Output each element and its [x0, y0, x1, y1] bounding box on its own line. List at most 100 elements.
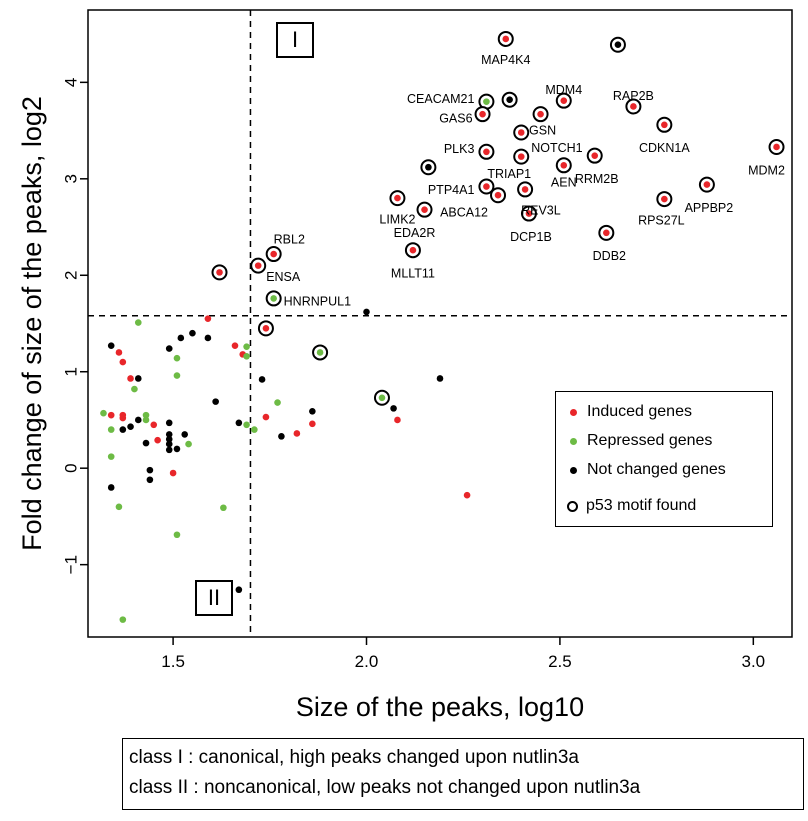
y-axis-title: Fold change of size of the peaks, log2 [17, 96, 47, 551]
legend-label-induced: Induced genes [587, 403, 692, 420]
legend-label-repressed: Repressed genes [587, 432, 713, 449]
data-point [560, 97, 568, 104]
data-point [262, 413, 270, 421]
y-tick-label: 2 [61, 271, 80, 280]
data-point [142, 411, 150, 419]
data-point [591, 152, 599, 159]
gene-label: RPS27L [638, 213, 685, 227]
legend: Induced genes Repressed genes Not change… [555, 391, 773, 527]
legend-label-notchanged: Not changed genes [587, 461, 726, 478]
data-point [270, 250, 277, 258]
legend-item-motif: p53 motif found [564, 494, 696, 518]
data-point [169, 469, 177, 477]
gene-label: ABCA12 [440, 206, 488, 220]
gene-label: PLK3 [444, 142, 475, 156]
data-point [309, 407, 316, 415]
data-point [204, 315, 212, 322]
data-point [309, 420, 316, 428]
gene-label: EDA2R [394, 226, 436, 240]
data-point [483, 98, 490, 105]
data-point [165, 446, 173, 454]
data-point [107, 426, 115, 433]
gene-label: RRM2B [575, 172, 619, 186]
data-point [165, 431, 173, 438]
gene-label: REV3L [521, 204, 561, 218]
data-point [425, 163, 432, 171]
data-point [614, 41, 622, 49]
legend-marker-motif [567, 500, 578, 512]
data-point [107, 411, 115, 419]
data-point [177, 334, 185, 342]
data-point [517, 153, 525, 160]
data-point [119, 414, 127, 422]
data-point [134, 319, 142, 326]
x-axis-title: Size of the peaks, log10 [296, 692, 584, 722]
data-point [409, 246, 417, 254]
y-tick-label: 0 [61, 463, 80, 472]
gene-label: RBL2 [274, 232, 305, 246]
data-point [173, 354, 181, 362]
data-point [235, 419, 243, 427]
data-point [150, 421, 158, 429]
data-point [185, 440, 192, 448]
data-point [479, 110, 486, 118]
gene-label: CEACAM21 [407, 92, 474, 106]
data-point [506, 96, 513, 104]
data-point [243, 421, 250, 429]
x-tick-label: 2.5 [548, 652, 572, 671]
scatter-plot: 1.5 2.0 2.5 3.0 −1 0 1 2 3 4 Size of the peaks, lo… [17, 9, 793, 722]
legend-item-repressed: Repressed genes [564, 429, 712, 453]
x-tick-label: 2.0 [355, 652, 379, 671]
data-point [243, 352, 250, 360]
data-point [165, 440, 173, 448]
data-point [134, 375, 142, 382]
data-point [231, 342, 239, 349]
class2-description: class II : noncanonical, low peaks not c… [129, 777, 641, 798]
gene-label: MAP4K4 [481, 53, 530, 67]
data-point [115, 349, 123, 356]
data-point [254, 262, 262, 269]
data-point [119, 358, 127, 366]
data-point [100, 409, 107, 417]
gene-label: MLLT11 [391, 266, 435, 280]
data-point [181, 431, 189, 438]
y-tick-label: 1 [61, 367, 80, 376]
gene-label: GSN [529, 123, 556, 137]
data-point [661, 195, 668, 203]
gene-label: HNRNPUL1 [284, 295, 351, 309]
data-point [274, 399, 281, 406]
data-point [703, 181, 711, 188]
data-point [189, 329, 196, 337]
data-point [146, 476, 154, 484]
plot-frame [87, 9, 793, 638]
data-point [525, 210, 533, 217]
data-point [165, 435, 173, 443]
gene-label: PTP4A1 [428, 183, 475, 197]
legend-item-notchanged: Not changed genes [564, 458, 726, 482]
data-point [293, 430, 301, 437]
data-point [115, 503, 123, 511]
data-point [463, 491, 471, 499]
x-tick-label: 1.5 [161, 652, 185, 671]
data-point [630, 103, 637, 110]
data-point [173, 531, 181, 539]
gene-label: NOTCH1 [531, 141, 582, 155]
data-point [394, 194, 401, 202]
legend-label-motif: p53 motif found [586, 497, 697, 514]
y-tick-label: 3 [61, 174, 80, 183]
gene-label: APPBP2 [685, 201, 734, 215]
data-point [394, 416, 401, 424]
data-point [107, 453, 115, 460]
data-point [127, 423, 134, 431]
data-point [243, 343, 250, 350]
data-point [483, 148, 490, 156]
gene-label: ENSA [266, 270, 301, 284]
legend-marker-induced [570, 408, 577, 416]
legend-item-induced: Induced genes [564, 400, 692, 424]
data-point [258, 376, 266, 383]
data-point [316, 349, 324, 356]
data-point [661, 121, 668, 129]
data-point [278, 433, 285, 440]
class-description-box: class I : canonical, high peaks changed … [122, 738, 804, 810]
region-label-class1: I [276, 22, 314, 58]
